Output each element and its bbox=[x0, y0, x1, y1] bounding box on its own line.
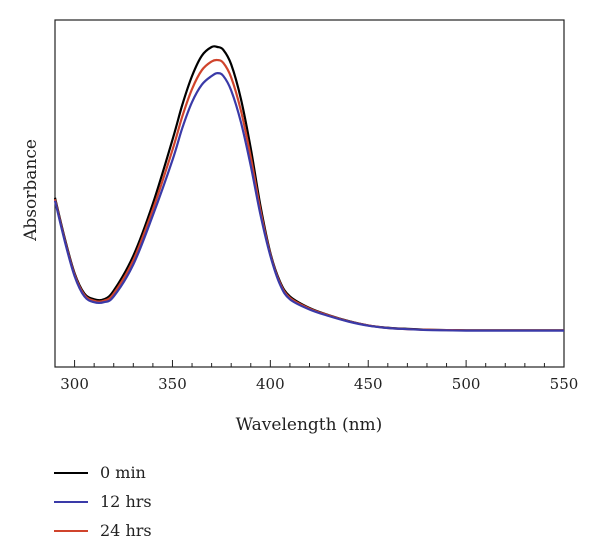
legend-item-24-hrs: 24 hrs bbox=[54, 516, 152, 545]
legend-label-24-hrs: 24 hrs bbox=[100, 521, 152, 540]
x-tick-label-350: 350 bbox=[158, 375, 187, 393]
legend-label-12-hrs: 12 hrs bbox=[100, 492, 152, 511]
series-line-12-hrs bbox=[53, 71, 564, 332]
series-line-0-min bbox=[53, 45, 564, 332]
legend-swatch-0-min bbox=[54, 471, 88, 474]
x-tick-label-500: 500 bbox=[452, 375, 481, 393]
legend: 0 min 12 hrs 24 hrs bbox=[54, 458, 152, 545]
x-axis-ticks: 300 350 400 450 500 550 bbox=[54, 360, 579, 393]
plot-frame bbox=[54, 19, 565, 368]
y-axis-title: Absorbance bbox=[21, 139, 41, 242]
x-tick-label-450: 450 bbox=[354, 375, 383, 393]
legend-swatch-12-hrs bbox=[54, 500, 88, 503]
series-lines bbox=[53, 45, 564, 332]
x-tick-label-300: 300 bbox=[60, 375, 89, 393]
legend-item-12-hrs: 12 hrs bbox=[54, 487, 152, 516]
x-axis-title: Wavelength (nm) bbox=[236, 415, 383, 435]
legend-swatch-24-hrs bbox=[54, 529, 88, 532]
legend-item-0-min: 0 min bbox=[54, 458, 152, 487]
legend-label-0-min: 0 min bbox=[100, 463, 146, 482]
absorbance-chart: 300 350 400 450 500 550 Absorbance Wavelength… bbox=[21, 19, 579, 435]
series-line-24-hrs bbox=[53, 58, 564, 332]
x-tick-label-400: 400 bbox=[256, 375, 285, 393]
x-tick-label-550: 550 bbox=[550, 375, 579, 393]
